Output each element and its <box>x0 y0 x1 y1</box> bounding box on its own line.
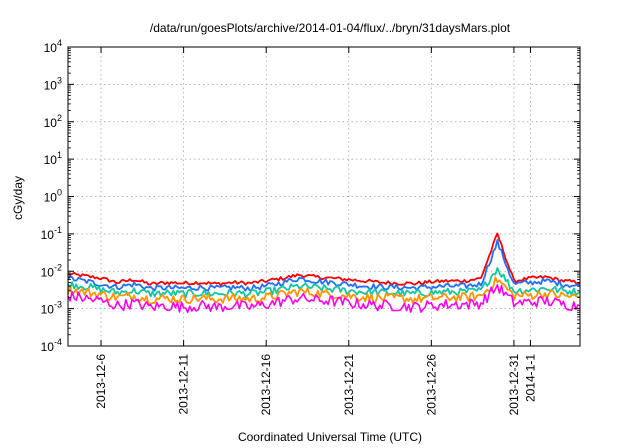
y-tick-label: 100 <box>44 188 62 205</box>
series-line-5 <box>67 284 581 314</box>
y-tick-label: 103 <box>44 75 62 92</box>
y-tick-label: 101 <box>44 150 62 167</box>
series-line-2 <box>67 238 581 292</box>
series-group <box>67 232 581 314</box>
y-tick-label: 10-3 <box>41 300 62 317</box>
y-axis-label: cGy/day <box>11 176 25 220</box>
series-line-1 <box>67 232 581 287</box>
chart-title: /data/run/goesPlots/archive/2014-01-04/f… <box>150 21 511 35</box>
y-tick-label: 10-1 <box>41 225 62 242</box>
y-axis: 104 103 102 101 100 10-1 10-2 10-3 10-4 <box>41 38 580 354</box>
x-tick-label: 2013-12-11 <box>177 354 191 415</box>
y-tick-label: 102 <box>44 113 62 130</box>
x-tick-label: 2013-12-21 <box>342 354 356 416</box>
x-axis: 2013-12-6 2013-12-11 2013-12-16 2013-12-21 2… <box>94 47 537 415</box>
y-tick-label: 10-4 <box>41 337 62 354</box>
y-tick-label: 104 <box>44 38 62 55</box>
series-line-3 <box>67 266 581 299</box>
grid <box>68 47 580 346</box>
x-tick-label: 2013-12-31 <box>507 354 521 416</box>
series-line-4 <box>67 276 581 305</box>
x-tick-label: 2013-12-16 <box>259 354 273 416</box>
x-tick-label: 2013-12-26 <box>424 354 438 416</box>
y-tick-label: 10-2 <box>41 262 62 279</box>
x-tick-label: 2013-12-6 <box>94 354 108 409</box>
x-axis-label: Coordinated Universal Time (UTC) <box>238 430 422 444</box>
x-tick-label: 2014-1-1 <box>523 354 537 402</box>
